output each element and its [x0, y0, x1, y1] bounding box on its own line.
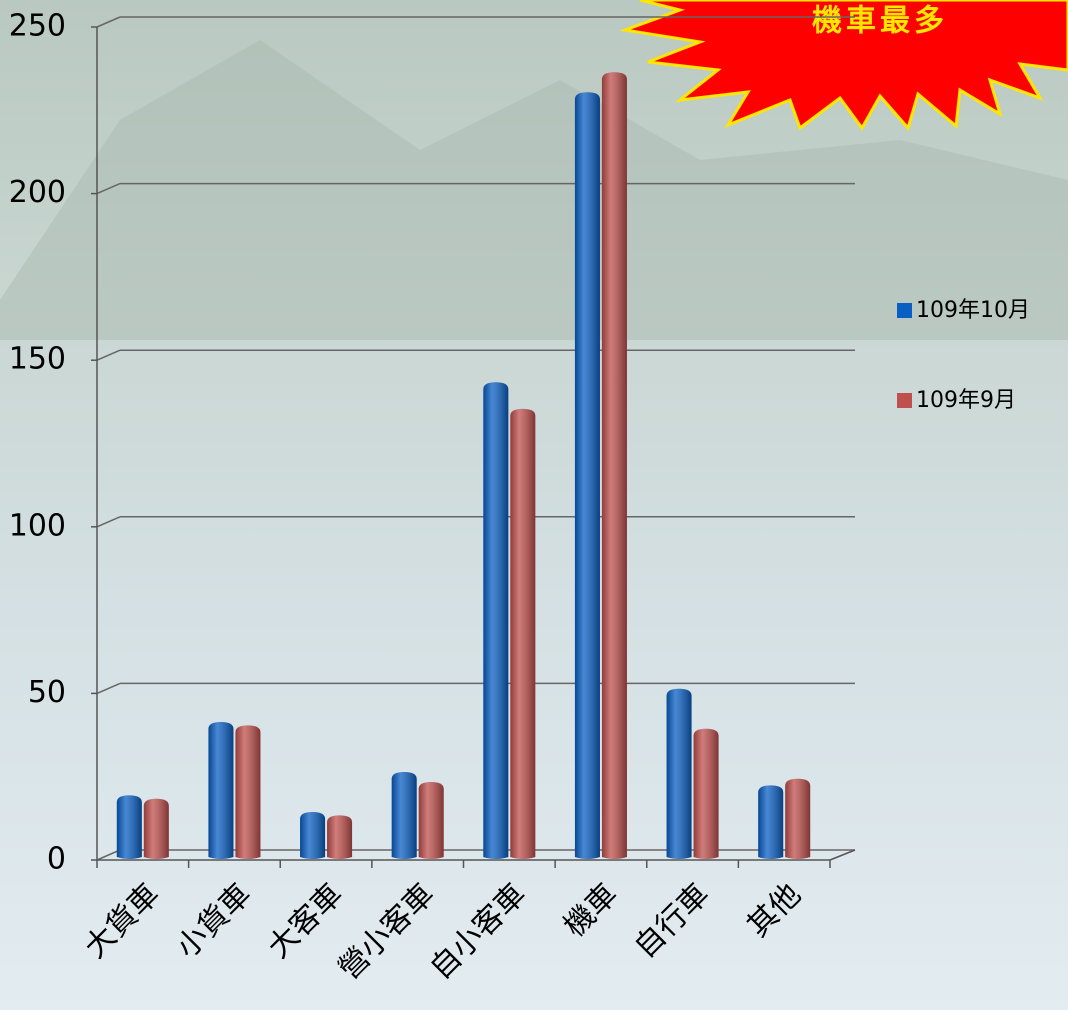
bar: [300, 812, 325, 859]
legend-label: 109年9月: [916, 388, 1016, 413]
y-tick-label: 200: [9, 175, 66, 210]
bar: [327, 815, 352, 859]
bar: [117, 795, 142, 859]
bar-shade: [392, 772, 417, 859]
bar-shade: [667, 689, 692, 859]
legend-swatch: [897, 303, 912, 318]
y-tick-label: 0: [47, 842, 66, 877]
bar-shade: [117, 795, 142, 859]
chart: 機車最多 050100150200250大貨車小貨車大客車營小客車自小客車機車自…: [0, 0, 1068, 1010]
legend-swatch: [897, 393, 912, 408]
bar-shade: [510, 409, 535, 859]
bar: [235, 725, 260, 859]
legend-label: 109年10月: [916, 298, 1030, 323]
bar: [785, 779, 810, 859]
bar-shade: [327, 815, 352, 859]
bar-shade: [419, 782, 444, 859]
bar: [575, 92, 600, 859]
y-tick-label: 250: [9, 9, 66, 44]
bar-shade: [483, 382, 508, 859]
y-tick-label: 150: [9, 342, 66, 377]
bar: [483, 382, 508, 859]
bar-shade: [785, 779, 810, 859]
bar-shade: [694, 729, 719, 859]
bar-shade: [602, 72, 627, 859]
bar-shade: [144, 799, 169, 859]
bar-shade: [300, 812, 325, 859]
annotation: 機車最多: [812, 4, 948, 39]
bar: [208, 722, 233, 859]
bar: [419, 782, 444, 859]
bar-shade: [575, 92, 600, 859]
bar: [758, 785, 783, 859]
bar: [667, 689, 692, 859]
bar-shade: [208, 722, 233, 859]
bar: [694, 729, 719, 859]
bar: [510, 409, 535, 859]
y-tick-label: 50: [28, 675, 66, 710]
bar: [144, 799, 169, 859]
bar-shade: [758, 785, 783, 859]
bar: [602, 72, 627, 859]
bar: [392, 772, 417, 859]
bar-shade: [235, 725, 260, 859]
y-tick-label: 100: [9, 508, 66, 543]
